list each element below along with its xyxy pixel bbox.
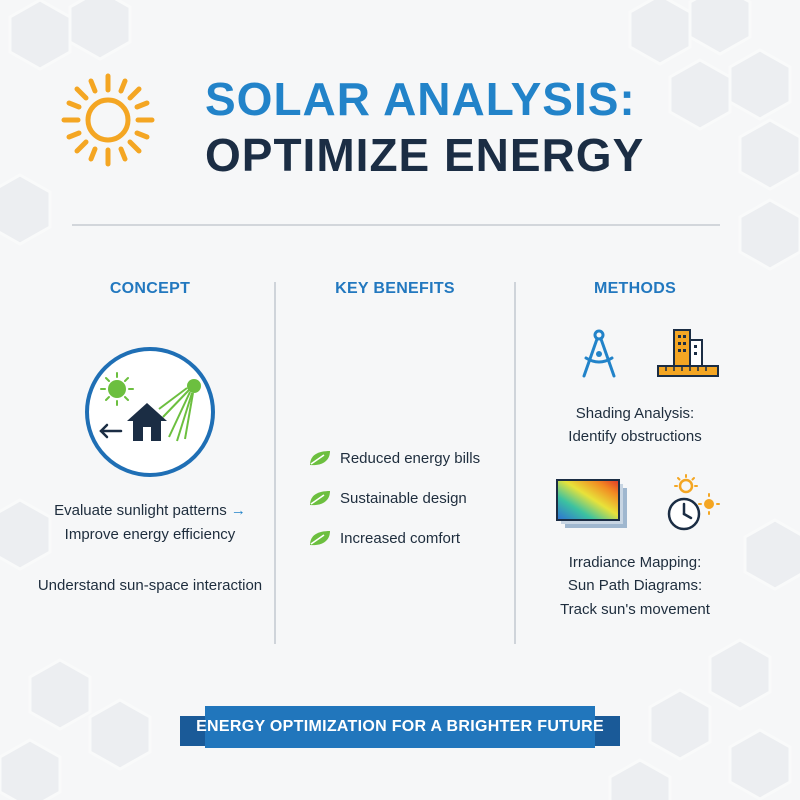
footer-banner: ENERGY OPTIMIZATION FOR A BRIGHTER FUTUR… [196, 706, 604, 748]
concept-line-3: Understand sun-space interaction [37, 577, 263, 594]
shading-analysis-desc: Identify obstructions [568, 428, 702, 445]
shading-analysis-title: Shading Analysis: [575, 405, 695, 422]
leaf-icon [310, 451, 330, 466]
header-divider [72, 224, 720, 226]
benefits-heading: KEY BENEFITS [335, 280, 455, 297]
benefit-item-2: Sustainable design [308, 489, 467, 507]
page-title-line1: SOLAR ANALYSIS: [205, 73, 636, 125]
leaf-icon [310, 531, 330, 546]
arrow-right-icon: → [230, 502, 246, 519]
concept-line-1-text: Evaluate sunlight patterns [54, 502, 227, 519]
leaf-icon [310, 491, 330, 506]
concept-line-1: Evaluate sunlight patterns → [30, 502, 270, 519]
concept-line-2: Improve energy efficiency [64, 526, 236, 543]
benefit-label: Sustainable design [340, 489, 467, 507]
sun-icon [61, 73, 155, 167]
building-ruler-icon [657, 329, 719, 377]
heatmap-icon [556, 479, 627, 528]
house-sun-icon [85, 347, 215, 477]
methods-heading: METHODS [593, 280, 677, 297]
column-divider-right [514, 282, 516, 644]
benefit-label: Reduced energy bills [340, 449, 481, 467]
page-title-line2: OPTIMIZE ENERGY [205, 129, 645, 181]
benefit-item-3: Increased comfort [308, 529, 460, 547]
sun-path-title: Sun Path Diagrams: [567, 577, 703, 594]
clock-sun-icon [667, 474, 720, 531]
irradiance-mapping-title: Irradiance Mapping: [568, 554, 702, 571]
concept-heading: CONCEPT [109, 280, 191, 297]
benefit-label: Increased comfort [340, 529, 461, 547]
benefit-item-1: Reduced energy bills [308, 449, 480, 467]
column-divider-left [274, 282, 276, 644]
compass-icon [582, 329, 616, 378]
sun-path-desc: Track sun's movement [560, 601, 710, 618]
